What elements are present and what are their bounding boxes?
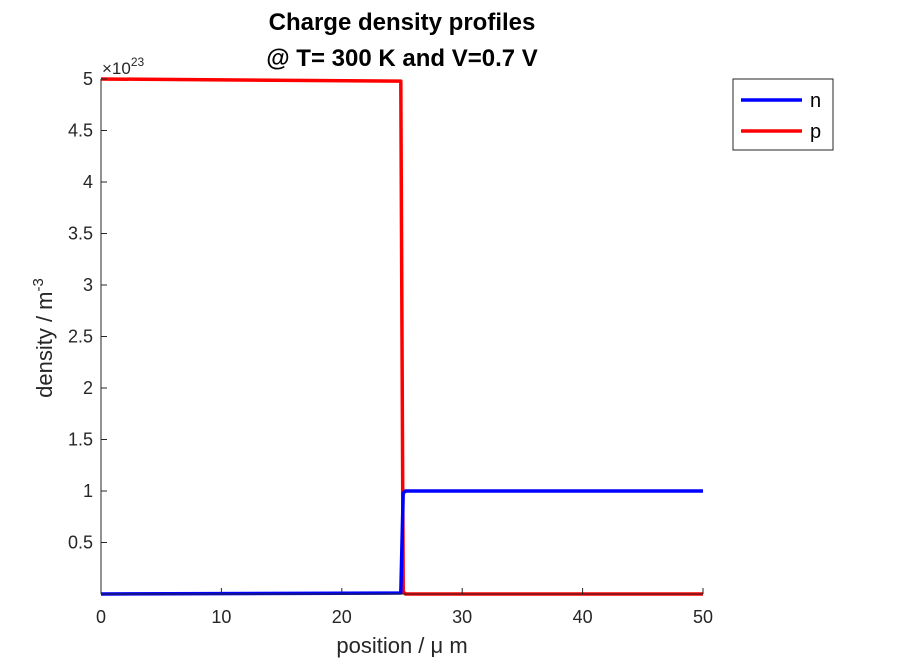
legend-box [732, 78, 834, 151]
x-tick-label: 50 [693, 607, 713, 627]
y-axis-ticks: 0.5 1 1.5 2 2.5 3 3.5 4 4.5 5 [68, 69, 107, 553]
y-tick-label: 3 [83, 275, 93, 295]
y-axis-multiplier: ×1023 [102, 55, 145, 78]
y-axis-label-superscript: -3 [30, 278, 47, 291]
y-tick-label: 4 [83, 172, 93, 192]
legend: np [732, 78, 834, 151]
x-tick-label: 10 [211, 607, 231, 627]
y-tick-label: 4.5 [68, 121, 93, 141]
y-axis-multiplier-exponent: 23 [131, 55, 145, 69]
y-axis-label: density / m-3 [30, 278, 57, 398]
chart-title: Charge density profiles @ T= 300 K and V… [266, 9, 538, 72]
y-tick-label: 0.5 [68, 533, 93, 553]
y-tick-label: 5 [83, 69, 93, 89]
y-tick-label: 2 [83, 378, 93, 398]
y-tick-label: 1.5 [68, 430, 93, 450]
x-tick-label: 0 [96, 607, 106, 627]
series-line-n [100, 489, 703, 596]
y-tick-label: 1 [83, 481, 93, 501]
legend-label-p: p [810, 121, 821, 143]
x-tick-label: 30 [452, 607, 472, 627]
plot-area: 0 10 20 30 40 50 0.5 1 1.5 2 2.5 3 3.5 4 4.5 5 [68, 69, 713, 627]
x-axis-ticks: 0 10 20 30 40 50 [96, 588, 713, 627]
legend-label-n: n [810, 90, 821, 112]
x-tick-label: 20 [332, 607, 352, 627]
y-axis-label-text: density / m [32, 291, 57, 397]
y-tick-label: 2.5 [68, 327, 93, 347]
y-axis-multiplier-base: ×10 [102, 59, 131, 78]
x-tick-label: 40 [573, 607, 593, 627]
chart-title-line-1: Charge density profiles [269, 9, 536, 36]
chart-title-line-2: @ T= 300 K and V=0.7 V [266, 45, 538, 72]
x-axis-label: position / μ m [336, 633, 467, 658]
legend-items: np [741, 90, 821, 143]
y-tick-label: 3.5 [68, 224, 93, 244]
